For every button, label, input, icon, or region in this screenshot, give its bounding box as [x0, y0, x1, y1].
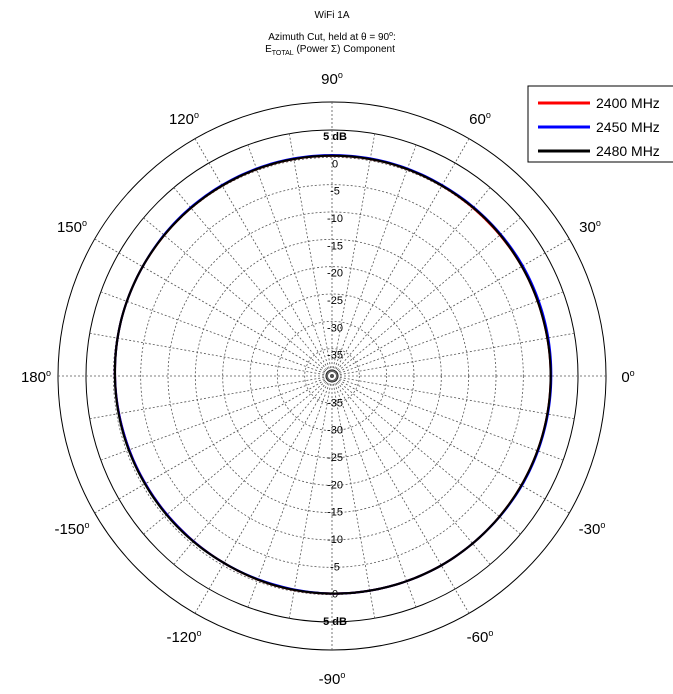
radial-tick-label-bottom: -10 — [327, 534, 343, 546]
spoke-minor — [331, 144, 417, 377]
spoke-minor — [89, 375, 333, 420]
spoke-minor — [173, 375, 333, 565]
grid-ring — [140, 184, 524, 568]
angle-label: -60o — [467, 628, 494, 646]
angle-label: 30o — [579, 218, 601, 236]
spoke-minor — [331, 375, 521, 535]
legend-label: 2480 MHz — [596, 143, 660, 159]
angle-label: -150o — [54, 520, 89, 538]
spoke-minor — [100, 375, 333, 461]
spoke-major — [331, 375, 470, 614]
spoke-minor — [247, 144, 333, 377]
grid-ring — [276, 320, 388, 432]
radial-tick-label-top: -10 — [327, 213, 343, 225]
chart-title: WiFi 1A — [315, 10, 350, 21]
legend-label: 2400 MHz — [596, 95, 660, 111]
spoke-minor — [331, 332, 575, 377]
legend: 2400 MHz 2450 MHz 2480 MHz — [527, 85, 673, 163]
spoke-minor — [331, 187, 491, 377]
spoke-minor — [143, 217, 333, 377]
angle-label: 0o — [621, 368, 634, 386]
radial-tick-label-bottom: -5 — [330, 561, 340, 573]
angle-label: 120o — [169, 110, 199, 128]
angle-label: -120o — [166, 628, 201, 646]
angle-label: 60o — [469, 110, 491, 128]
radial-tick-label-bottom: -35 — [327, 397, 343, 409]
spoke-major — [331, 138, 470, 377]
angular-grid — [58, 102, 606, 650]
radial-tick-label-top: 5 dB — [323, 131, 347, 143]
spoke-minor — [331, 217, 521, 377]
spoke-minor — [331, 375, 376, 619]
spoke-minor — [173, 187, 333, 377]
spoke-minor — [331, 375, 491, 565]
spoke-minor — [89, 332, 333, 377]
radial-tick-labels: 5 dB 0 -5 -10 -15 -20 -25 -30 -35 -35 -30 -25 -20 -15… — [323, 131, 347, 628]
spoke-major — [194, 375, 333, 614]
angle-label: -30o — [579, 520, 606, 538]
angle-label: 150o — [57, 218, 87, 236]
radial-tick-label-bottom: 5 dB — [323, 616, 347, 628]
spoke-major — [194, 138, 333, 377]
chart-subtitle-line1: Azimuth Cut, held at θ = 90o: — [268, 31, 396, 43]
radial-tick-label-top: -35 — [327, 350, 343, 362]
radial-tick-label-top: 0 — [332, 158, 338, 170]
radial-tick-label-bottom: -25 — [327, 452, 343, 464]
angle-tick-labels: 0o 30o 60o 90o 120o 150o 180o -150o -120o -90o -60… — [21, 70, 635, 688]
angle-label: 90o — [321, 70, 343, 88]
spoke-minor — [288, 133, 333, 377]
spoke-minor — [331, 375, 575, 420]
spoke-minor — [247, 375, 333, 608]
spoke-minor — [100, 291, 333, 377]
angle-label: -90o — [319, 670, 346, 688]
radial-tick-label-top: -30 — [327, 322, 343, 334]
series-line — [113, 154, 552, 595]
spoke-major — [331, 238, 570, 377]
radial-tick-label-top: -5 — [330, 186, 340, 198]
spoke-major — [94, 375, 333, 514]
radial-tick-label-top: -20 — [327, 268, 343, 280]
spoke-minor — [288, 375, 333, 619]
grid-ring — [304, 348, 360, 404]
spoke-minor — [143, 375, 333, 535]
angle-label: 180o — [21, 368, 51, 386]
chart-subtitle-line2: ETOTAL (Power Σ) Component — [265, 44, 395, 57]
legend-box — [527, 85, 673, 163]
radial-tick-label-bottom: -30 — [327, 425, 343, 437]
spoke-major — [94, 238, 333, 377]
spoke-minor — [331, 291, 564, 377]
chart-title-group: WiFi 1A Azimuth Cut, held at θ = 90o: ET… — [265, 10, 396, 57]
spoke-minor — [331, 133, 376, 377]
spoke-minor — [331, 375, 417, 608]
legend-label: 2450 MHz — [596, 119, 660, 135]
radial-tick-label-bottom: -20 — [327, 479, 343, 491]
radial-tick-label-top: -25 — [327, 295, 343, 307]
radial-tick-label-top: -15 — [327, 240, 343, 252]
radial-tick-label-bottom: -15 — [327, 507, 343, 519]
spoke-minor — [331, 375, 564, 461]
series-group — [113, 154, 553, 595]
spoke-major — [331, 375, 570, 514]
